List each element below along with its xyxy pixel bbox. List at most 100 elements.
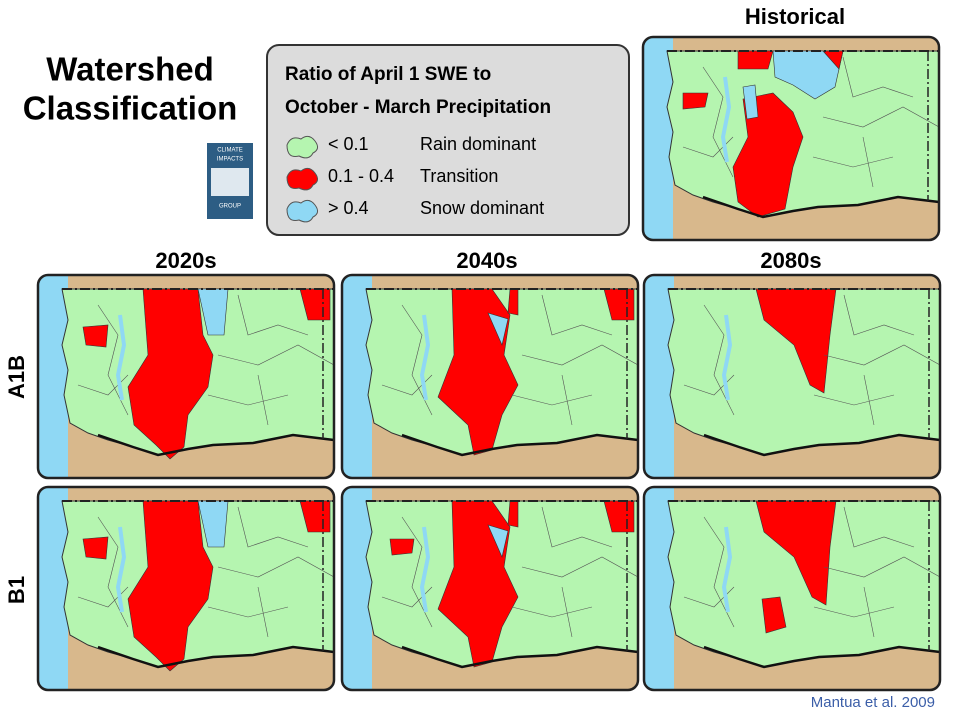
watershed-line bbox=[561, 586, 573, 638]
watershed-line bbox=[401, 304, 433, 416]
watershed-line bbox=[813, 606, 895, 618]
watershed-region bbox=[487, 312, 509, 346]
row-label: A1B bbox=[4, 355, 29, 399]
map-content bbox=[644, 275, 940, 478]
legend-swatch bbox=[286, 135, 319, 159]
sound bbox=[720, 76, 732, 163]
sound bbox=[721, 314, 733, 401]
watershed-region bbox=[82, 324, 109, 348]
watershed-line bbox=[823, 556, 940, 578]
watershed-line bbox=[541, 294, 613, 336]
legend-range: > 0.4 bbox=[328, 198, 369, 218]
map-content bbox=[38, 487, 334, 690]
watershed-line bbox=[257, 374, 269, 426]
watershed-region bbox=[127, 500, 214, 672]
river-border bbox=[97, 433, 334, 457]
map-panel bbox=[36, 485, 336, 692]
legend-title: Ratio of April 1 SWE to bbox=[285, 64, 491, 85]
title-line: Classification bbox=[23, 90, 238, 127]
map-content bbox=[38, 275, 334, 478]
ocean bbox=[643, 37, 673, 240]
logo: CLIMATE IMPACTS GROUP bbox=[207, 143, 253, 219]
watershed-line bbox=[97, 516, 129, 628]
river-border bbox=[401, 433, 638, 457]
watershed-line bbox=[541, 506, 613, 548]
watershed-line bbox=[863, 586, 875, 638]
ocean bbox=[342, 275, 372, 478]
watershed-line bbox=[237, 506, 309, 548]
watershed-line bbox=[822, 106, 939, 128]
watershed-line bbox=[77, 586, 129, 608]
watershed-line bbox=[381, 586, 433, 608]
watershed-line bbox=[842, 56, 914, 98]
map-content bbox=[342, 487, 638, 690]
watershed-line bbox=[703, 304, 735, 416]
legend-range: 0.1 - 0.4 bbox=[328, 166, 394, 186]
legend-label: Rain dominant bbox=[420, 134, 536, 154]
watershed-line bbox=[217, 344, 334, 366]
watershed-line bbox=[97, 304, 129, 416]
panel-frame bbox=[340, 485, 640, 692]
watershed-line bbox=[683, 374, 735, 396]
watershed-line bbox=[521, 344, 638, 366]
watershed-line bbox=[823, 344, 940, 366]
legend-swatch bbox=[286, 199, 319, 223]
sound bbox=[419, 314, 431, 401]
panel-frame bbox=[36, 485, 336, 692]
watershed-region bbox=[682, 92, 709, 110]
legend-box bbox=[266, 44, 630, 236]
ocean bbox=[644, 275, 674, 478]
watershed-line bbox=[511, 394, 593, 406]
map-panel bbox=[642, 273, 942, 480]
ocean bbox=[38, 487, 68, 690]
watershed-line bbox=[511, 606, 593, 618]
sound bbox=[115, 526, 127, 613]
panel-frame bbox=[642, 273, 942, 480]
river-border bbox=[703, 433, 940, 457]
sound bbox=[115, 314, 127, 401]
map-panel bbox=[340, 273, 640, 480]
sound bbox=[721, 526, 733, 613]
watershed-line bbox=[682, 136, 734, 158]
watershed-line bbox=[702, 66, 734, 178]
watershed-line bbox=[77, 374, 129, 396]
legend-title: October - March Precipitation bbox=[285, 97, 551, 118]
citation: Mantua et al. 2009 bbox=[811, 694, 935, 711]
map-content bbox=[342, 275, 638, 478]
watershed-region bbox=[761, 596, 787, 634]
legend-swatch bbox=[286, 167, 319, 191]
watershed-line bbox=[401, 516, 433, 628]
watershed-line bbox=[237, 294, 309, 336]
panel-frame bbox=[641, 35, 941, 242]
watershed-region bbox=[82, 536, 109, 560]
watershed-region bbox=[197, 288, 229, 336]
map-content bbox=[644, 487, 940, 690]
watershed-line bbox=[843, 294, 915, 336]
row-label: B1 bbox=[4, 576, 29, 604]
watershed-region bbox=[507, 500, 519, 528]
watershed-region bbox=[742, 84, 759, 120]
river-border bbox=[97, 645, 334, 669]
river-border bbox=[703, 645, 940, 669]
panel-label: Historical bbox=[745, 4, 845, 29]
logo-art bbox=[211, 168, 249, 196]
map-panel bbox=[641, 35, 941, 242]
legend-label: Transition bbox=[420, 166, 498, 186]
ocean bbox=[644, 487, 674, 690]
watershed-line bbox=[521, 556, 638, 578]
title-line: Watershed bbox=[46, 51, 213, 88]
legend-label: Snow dominant bbox=[420, 198, 544, 218]
watershed-line bbox=[813, 394, 895, 406]
river-border bbox=[401, 645, 638, 669]
watershed-region bbox=[197, 500, 229, 548]
watershed-line bbox=[217, 556, 334, 578]
watershed-line bbox=[561, 374, 573, 426]
ocean bbox=[38, 275, 68, 478]
map-panel bbox=[36, 273, 336, 480]
watershed-line bbox=[812, 156, 894, 168]
watershed-line bbox=[863, 374, 875, 426]
panel-frame bbox=[340, 273, 640, 480]
map-panel bbox=[340, 485, 640, 692]
watershed-region bbox=[389, 538, 415, 556]
